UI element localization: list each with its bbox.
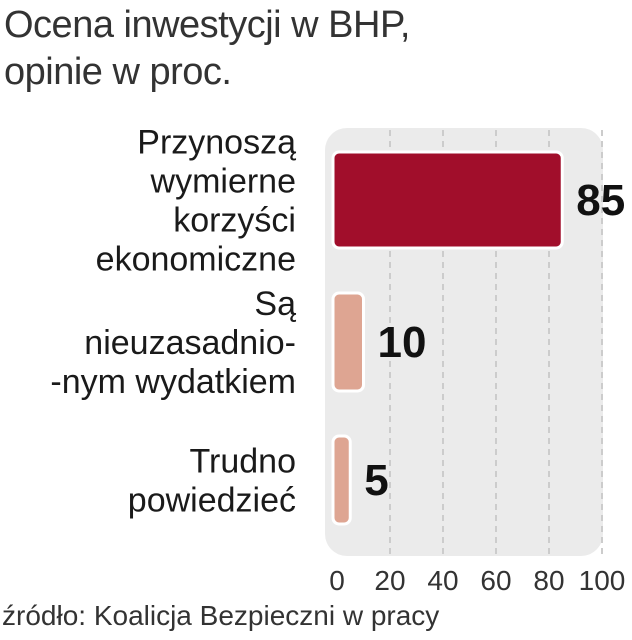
category-label-line: Są [254, 285, 296, 323]
x-tick-label: 80 [533, 565, 564, 596]
category-label: Trudno powiedzieć [128, 442, 296, 519]
bar [331, 150, 564, 250]
x-tick-label: 100 [579, 565, 626, 596]
x-tick-label: 40 [427, 565, 458, 596]
category-label: Są nieuzasadnio--nym wydatkiem [50, 285, 296, 401]
source-note: źródło: Koalicja Bezpieczni w pracy [2, 600, 440, 631]
category-label: Przynoszą wymierne korzyści ekonomiczne [96, 123, 296, 278]
x-tick-labels: 0 20 40 60 80 100 [329, 565, 625, 596]
value-label: 85 [576, 176, 625, 225]
chart-title-line-2: opinie w proc. [4, 51, 232, 93]
category-label-line: Przynoszą [137, 123, 296, 161]
chart-title: Ocena inwestycji w BHP, opinie w proc. [4, 2, 410, 96]
x-tick-label: 60 [480, 565, 511, 596]
category-label-line: Trudno [190, 442, 296, 480]
category-label-line: korzyści [173, 201, 296, 239]
category-label-line: -nym wydatkiem [50, 363, 296, 401]
x-tick-label: 20 [374, 565, 405, 596]
category-label-line: nieuzasadnio- [84, 324, 296, 362]
bar [331, 291, 365, 393]
category-label-line: wymierne [150, 162, 296, 200]
category-label-line: ekonomiczne [96, 240, 296, 278]
value-label: 5 [364, 456, 388, 505]
bar [331, 434, 352, 526]
value-label: 10 [378, 318, 427, 367]
chart-title-line-1: Ocena inwestycji w BHP, [4, 4, 410, 46]
category-label-line: powiedzieć [128, 481, 296, 519]
bars [331, 150, 564, 526]
x-tick-label: 0 [329, 565, 345, 596]
value-labels: 85 10 5 [364, 176, 625, 505]
